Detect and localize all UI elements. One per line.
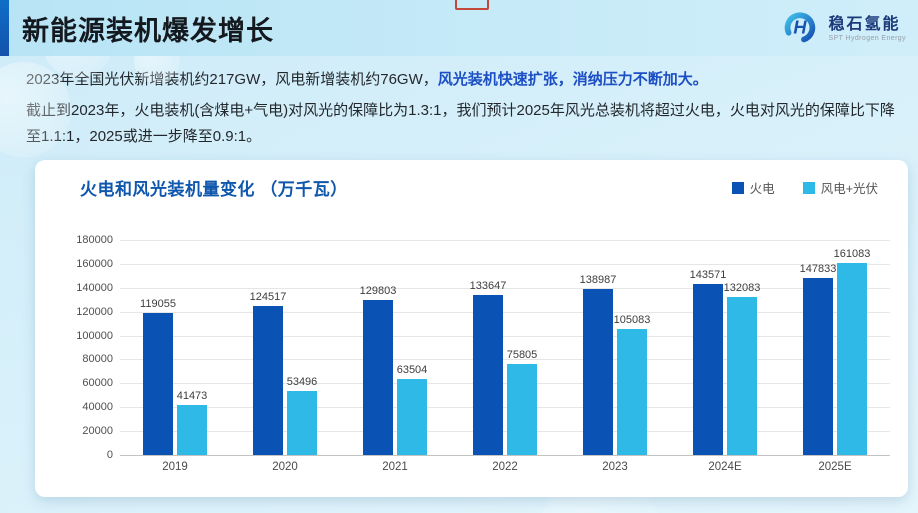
bar-group: 119055 41473 — [140, 240, 207, 455]
gridline — [120, 263, 890, 265]
bar-风电+光伏: 161083 — [834, 248, 870, 455]
bar-火电: 138987 — [580, 274, 616, 455]
bar-group: 133647 75805 — [470, 240, 537, 455]
bar-火电: 143571 — [690, 269, 726, 455]
chart-header: 火电和风光装机量变化 （万千瓦） 火电 风电+光伏 — [35, 160, 908, 200]
gridline — [120, 359, 890, 361]
bar-group: 147833 161083 — [800, 240, 870, 455]
chart-card: 火电和风光装机量变化 （万千瓦） 火电 风电+光伏 0 20000 40000 6000… — [35, 160, 908, 497]
gridline — [120, 455, 890, 456]
bar-火电: 119055 — [140, 298, 176, 455]
y-tick-label: 120000 — [76, 305, 113, 318]
logo-company-name: 稳石氢能 — [828, 16, 901, 34]
bar-风电+光伏: 41473 — [177, 390, 207, 455]
gridline — [120, 407, 890, 409]
legend-item: 火电 — [731, 178, 775, 197]
legend-label: 风电+光伏 — [820, 182, 878, 196]
x-tick-label: 2019 — [162, 461, 188, 473]
chart-title: 火电和风光装机量变化 （万千瓦） — [80, 180, 348, 199]
bar-风电+光伏: 132083 — [724, 282, 760, 455]
y-tick-label: 20000 — [82, 425, 113, 438]
logo-icon: H — [781, 7, 823, 52]
bar-火电: 129803 — [360, 285, 396, 455]
page-title: 新能源装机爆发增长 — [22, 15, 274, 46]
bar-value-label: 63504 — [396, 364, 428, 377]
body-text: 2023年全国光伏新增装机约217GW，风电新增装机约76GW，风光装机快速扩张… — [0, 56, 918, 151]
analysis-paragraph: 截止到2023年，火电装机(含煤电+气电)对风光的保障比为1.3:1，我们预计2… — [26, 102, 895, 146]
bar-火电: 133647 — [470, 280, 506, 455]
bar-风电+光伏: 63504 — [397, 364, 427, 455]
legend-label: 火电 — [749, 182, 775, 196]
y-tick-label: 60000 — [82, 377, 113, 390]
bar-value-label: 129803 — [359, 284, 397, 297]
x-tick-label: 2024E — [708, 461, 742, 473]
plot-area: 0 20000 40000 60000 80000 100000 120000 140000 1… — [76, 234, 890, 461]
bar-value-label: 138987 — [579, 274, 617, 286]
bar-value-label: 124517 — [249, 291, 287, 304]
bar-group: 124517 53496 — [250, 240, 317, 455]
bar-风电+光伏: 75805 — [507, 349, 537, 455]
bar-value-label: 105083 — [613, 314, 651, 327]
bar-value-label: 53496 — [286, 376, 318, 389]
y-tick-label: 180000 — [76, 234, 113, 246]
gridline — [120, 431, 890, 433]
svg-text:H: H — [794, 18, 808, 38]
bar-风电+光伏: 53496 — [287, 376, 317, 455]
red-marker — [455, 0, 489, 10]
gridline — [120, 335, 890, 337]
header: 新能源装机爆发增长 H 稳石氢能 SPT Hydrogen Energy — [0, 0, 918, 56]
bar-value-label: 119055 — [140, 297, 176, 310]
logo-tagline: SPT Hydrogen Energy — [828, 34, 906, 42]
bar-value-label: 133647 — [469, 280, 507, 293]
intro-paragraph: 2023年全国光伏新增装机约217GW，风电新增装机约76GW，风光装机快速扩张… — [26, 68, 896, 89]
intro-text: 2023年全国光伏新增装机约217GW，风电新增装机约76GW， — [26, 71, 438, 88]
gridline — [120, 311, 890, 313]
bar-value-label: 161083 — [833, 247, 871, 260]
x-tick-label: 2022 — [492, 461, 518, 473]
legend-swatch — [731, 181, 744, 194]
bar-group: 138987 105083 — [580, 240, 650, 455]
title-accent-bar — [0, 0, 9, 56]
x-tick-label: 2023 — [602, 461, 628, 473]
bar-火电: 124517 — [250, 291, 286, 455]
x-tick-label: 2021 — [382, 461, 408, 473]
legend-item: 风电+光伏 — [802, 178, 878, 197]
logo-text: 稳石氢能 SPT Hydrogen Energy — [828, 16, 906, 42]
bar-value-label: 41473 — [176, 390, 208, 403]
bar-value-label: 147833 — [799, 263, 837, 276]
bar-group: 143571 132083 — [690, 240, 760, 455]
x-tick-label: 2020 — [272, 461, 298, 473]
y-tick-label: 80000 — [82, 353, 113, 366]
y-tick-label: 0 — [106, 449, 113, 461]
gridline — [120, 383, 890, 385]
bar-value-label: 143571 — [689, 268, 727, 281]
bar-group: 129803 63504 — [360, 240, 427, 455]
bar-value-label: 132083 — [723, 282, 761, 295]
bar-风电+光伏: 105083 — [614, 314, 650, 455]
chart-legend: 火电 风电+光伏 — [731, 178, 878, 197]
y-tick-label: 140000 — [76, 281, 113, 294]
x-axis-labels: 2019 2020 2021 2022 2023 2024E 2025E — [120, 461, 890, 473]
y-tick-label: 40000 — [82, 401, 113, 414]
bar-value-label: 75805 — [506, 349, 538, 362]
bar-火电: 147833 — [800, 263, 836, 455]
x-tick-label: 2025E — [818, 461, 852, 473]
gridline — [120, 287, 890, 289]
bar-groups: 119055 41473 124517 53496 129803 63504 133647 7… — [120, 240, 890, 455]
y-tick-label: 100000 — [76, 329, 113, 342]
gridline — [120, 240, 890, 241]
company-logo: H 稳石氢能 SPT Hydrogen Energy — [781, 7, 906, 52]
y-tick-label: 160000 — [76, 257, 113, 270]
legend-swatch — [802, 181, 815, 194]
intro-highlight-text: 风光装机快速扩张，消纳压力不断加大。 — [437, 71, 708, 88]
